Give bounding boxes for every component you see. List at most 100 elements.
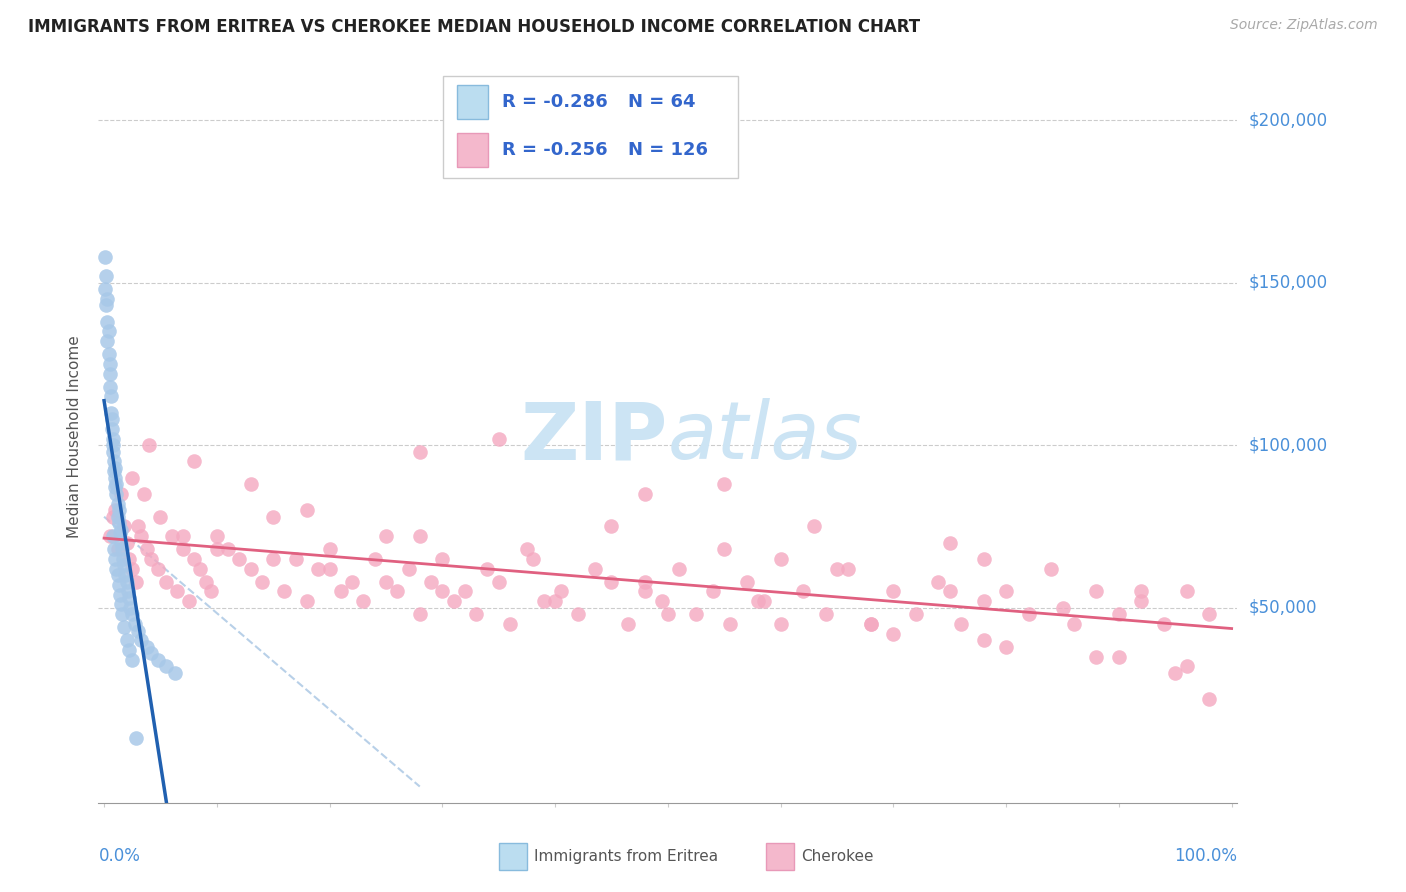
Point: [104, 471, 127, 485]
Point: [138, 438, 160, 452]
Text: $200,000: $200,000: [1249, 112, 1327, 129]
Point: [100, 389, 122, 403]
Point: [98, 367, 121, 381]
Point: [583, 562, 606, 576]
Point: [803, 519, 825, 533]
Point: [1108, 607, 1130, 622]
Point: [165, 665, 187, 680]
Point: [148, 562, 170, 576]
Point: [149, 509, 172, 524]
Point: [166, 584, 188, 599]
Point: [488, 432, 510, 446]
Point: [1052, 600, 1074, 615]
Point: [567, 607, 589, 622]
Point: [284, 552, 307, 566]
Point: [96, 292, 118, 306]
Point: [499, 617, 522, 632]
Point: [105, 487, 128, 501]
Point: [135, 542, 157, 557]
Point: [148, 653, 170, 667]
Point: [927, 574, 949, 589]
Point: [398, 562, 420, 576]
Point: [121, 471, 143, 485]
Point: [363, 552, 385, 566]
Point: [94, 250, 117, 264]
Text: Cherokee: Cherokee: [801, 849, 875, 863]
Point: [121, 607, 143, 622]
Point: [107, 578, 129, 592]
Point: [141, 646, 163, 660]
Point: [101, 422, 124, 436]
Point: [432, 552, 454, 566]
Point: [188, 562, 211, 576]
Point: [938, 584, 960, 599]
Point: [882, 584, 904, 599]
Point: [318, 542, 340, 557]
Point: [104, 552, 127, 566]
Point: [387, 584, 409, 599]
Point: [118, 552, 141, 566]
Point: [100, 406, 122, 420]
Point: [118, 643, 141, 657]
Text: ZIP: ZIP: [520, 398, 668, 476]
Point: [96, 315, 118, 329]
Point: [112, 519, 135, 533]
Point: [103, 464, 125, 478]
Point: [651, 594, 673, 608]
Point: [1198, 691, 1220, 706]
Point: [110, 523, 132, 537]
Point: [217, 542, 239, 557]
Point: [96, 298, 118, 312]
Point: [205, 542, 228, 557]
Text: 0.0%: 0.0%: [98, 847, 141, 864]
Text: Source: ZipAtlas.com: Source: ZipAtlas.com: [1230, 18, 1378, 32]
Point: [115, 535, 138, 549]
Point: [112, 558, 135, 573]
Point: [124, 731, 146, 745]
Point: [250, 574, 273, 589]
Point: [110, 535, 132, 549]
Point: [108, 588, 131, 602]
Point: [103, 542, 125, 557]
Point: [1164, 665, 1187, 680]
Point: [97, 347, 120, 361]
Point: [1085, 649, 1108, 664]
Point: [409, 607, 432, 622]
Point: [995, 640, 1018, 654]
Point: [172, 542, 194, 557]
Point: [98, 380, 121, 394]
Point: [1153, 617, 1175, 632]
Text: $50,000: $50,000: [1249, 599, 1317, 616]
Point: [1108, 649, 1130, 664]
Text: $100,000: $100,000: [1249, 436, 1327, 454]
Point: [1175, 659, 1198, 673]
Point: [105, 562, 128, 576]
Point: [110, 598, 132, 612]
Point: [112, 552, 135, 566]
Point: [228, 552, 250, 566]
Point: [747, 594, 769, 608]
Point: [104, 480, 127, 494]
Point: [454, 584, 477, 599]
Point: [1130, 594, 1153, 608]
Point: [111, 542, 134, 557]
Point: [617, 617, 640, 632]
Point: [544, 594, 567, 608]
Point: [98, 529, 121, 543]
Point: [882, 626, 904, 640]
Point: [239, 562, 262, 576]
Point: [1085, 584, 1108, 599]
Point: [160, 529, 183, 543]
Point: [135, 640, 157, 654]
Point: [107, 503, 129, 517]
Y-axis label: Median Household Income: Median Household Income: [67, 335, 83, 539]
Text: atlas: atlas: [668, 398, 863, 476]
Text: Immigrants from Eritrea: Immigrants from Eritrea: [534, 849, 718, 863]
Point: [127, 519, 149, 533]
Point: [96, 269, 118, 284]
Point: [950, 617, 973, 632]
Point: [121, 653, 143, 667]
Point: [118, 600, 141, 615]
Point: [101, 444, 124, 458]
Point: [200, 584, 222, 599]
